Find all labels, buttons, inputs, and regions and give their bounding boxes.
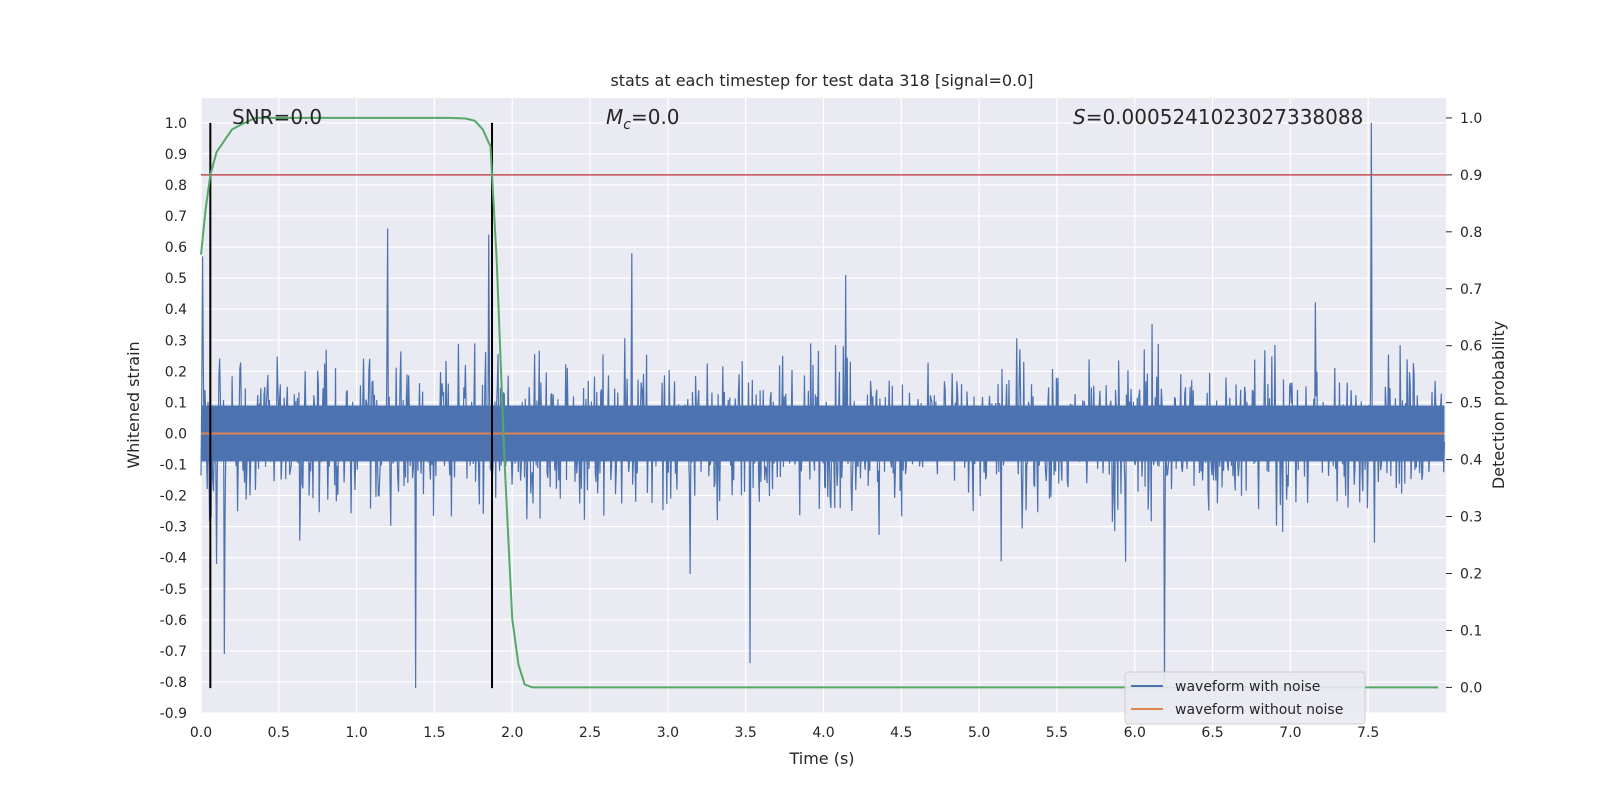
x-tick-label: 4.5 — [890, 725, 912, 741]
mc-annotation: Mc=0.0 — [606, 105, 680, 133]
s-annotation: S=0.0005241023027338088 — [1073, 105, 1363, 129]
x-tick-label: 0.0 — [190, 725, 212, 741]
detection-probability-line — [200, 116, 1439, 689]
y-right-tick-label: 0.7 — [1460, 282, 1482, 298]
legend: waveform with noise waveform without noi… — [1124, 671, 1366, 725]
x-tick-label: 6.5 — [1201, 725, 1223, 741]
y-tick-label: -0.9 — [160, 706, 187, 722]
y-tick-label: 0.4 — [165, 302, 187, 318]
x-tick-label: 7.5 — [1357, 725, 1379, 741]
y-right-tick-label: 0.8 — [1460, 225, 1482, 241]
y-tick-label: -0.2 — [160, 489, 187, 505]
x-tick-label: 5.0 — [968, 725, 990, 741]
x-tick-label: 2.0 — [501, 725, 523, 741]
y-tick-label: 1.0 — [165, 116, 187, 132]
x-tick-label: 4.0 — [812, 725, 834, 741]
y-tick-label: -0.5 — [160, 582, 187, 598]
y-tick-label: 0.7 — [165, 209, 187, 225]
y-right-tick-label: 0.1 — [1460, 623, 1482, 639]
series-lines — [200, 116, 1446, 689]
y-right-tick-label: 0.5 — [1460, 396, 1482, 412]
chart-title: stats at each timestep for test data 318… — [610, 71, 1033, 90]
y-axis-right-label: Detection probability — [1489, 321, 1508, 489]
y-tick-label: 0.2 — [165, 364, 187, 380]
y-axis-label: Whitened strain — [124, 341, 143, 468]
y-tick-label: -0.1 — [160, 458, 187, 474]
y-tick-label: -0.8 — [160, 675, 187, 691]
y-tick-label: 0.6 — [165, 240, 187, 256]
y-tick-label: -0.3 — [160, 520, 187, 536]
y-tick-label: 0.3 — [165, 333, 187, 349]
legend-label-noise: waveform with noise — [1175, 679, 1320, 695]
x-axis-label: Time (s) — [788, 749, 854, 768]
x-tick-label: 0.5 — [268, 725, 290, 741]
x-tick-label: 1.0 — [345, 725, 367, 741]
y-tick-label: 0.5 — [165, 271, 187, 287]
x-tick-label: 2.5 — [579, 725, 601, 741]
x-tick-label: 3.5 — [735, 725, 757, 741]
y-tick-label: -0.6 — [160, 613, 187, 629]
legend-box — [1124, 671, 1366, 725]
y-right-tick-label: 0.9 — [1460, 168, 1482, 184]
y-tick-label: -0.7 — [160, 644, 187, 660]
y-tick-label: 0.9 — [165, 147, 187, 163]
snr-annotation: SNR=0.0 — [232, 105, 322, 129]
y-tick-label: 0.8 — [165, 178, 187, 194]
y-axis-right-ticks: 1.0 0.9 0.8 0.7 0.6 0.5 0.4 0.3 0.2 0.1 0.0 — [1446, 111, 1482, 696]
x-tick-label: 6.0 — [1124, 725, 1146, 741]
y-right-tick-label: 0.6 — [1460, 339, 1482, 355]
x-tick-label: 1.5 — [423, 725, 445, 741]
y-axis-left-ticks: 1.0 0.9 0.8 0.7 0.6 0.5 0.4 0.3 0.2 0.1 0.0 -0.1 -0.… — [160, 116, 187, 722]
y-right-tick-label: 0.2 — [1460, 566, 1482, 582]
y-tick-label: -0.4 — [160, 551, 187, 567]
legend-label-clean: waveform without noise — [1175, 702, 1343, 718]
y-right-tick-label: 0.4 — [1460, 453, 1482, 469]
y-right-tick-label: 0.0 — [1460, 680, 1482, 696]
x-tick-label: 3.0 — [657, 725, 679, 741]
y-right-tick-label: 0.3 — [1460, 510, 1482, 526]
x-tick-label: 5.5 — [1046, 725, 1068, 741]
y-tick-label: 0.0 — [165, 426, 187, 442]
x-axis-ticks: 0.0 0.5 1.0 1.5 2.0 2.5 3.0 3.5 4.0 4.5 5.0 5.5 6.0 6… — [190, 725, 1379, 741]
y-right-tick-label: 1.0 — [1460, 111, 1482, 127]
y-tick-label: 0.1 — [165, 395, 187, 411]
x-tick-label: 7.0 — [1279, 725, 1301, 741]
